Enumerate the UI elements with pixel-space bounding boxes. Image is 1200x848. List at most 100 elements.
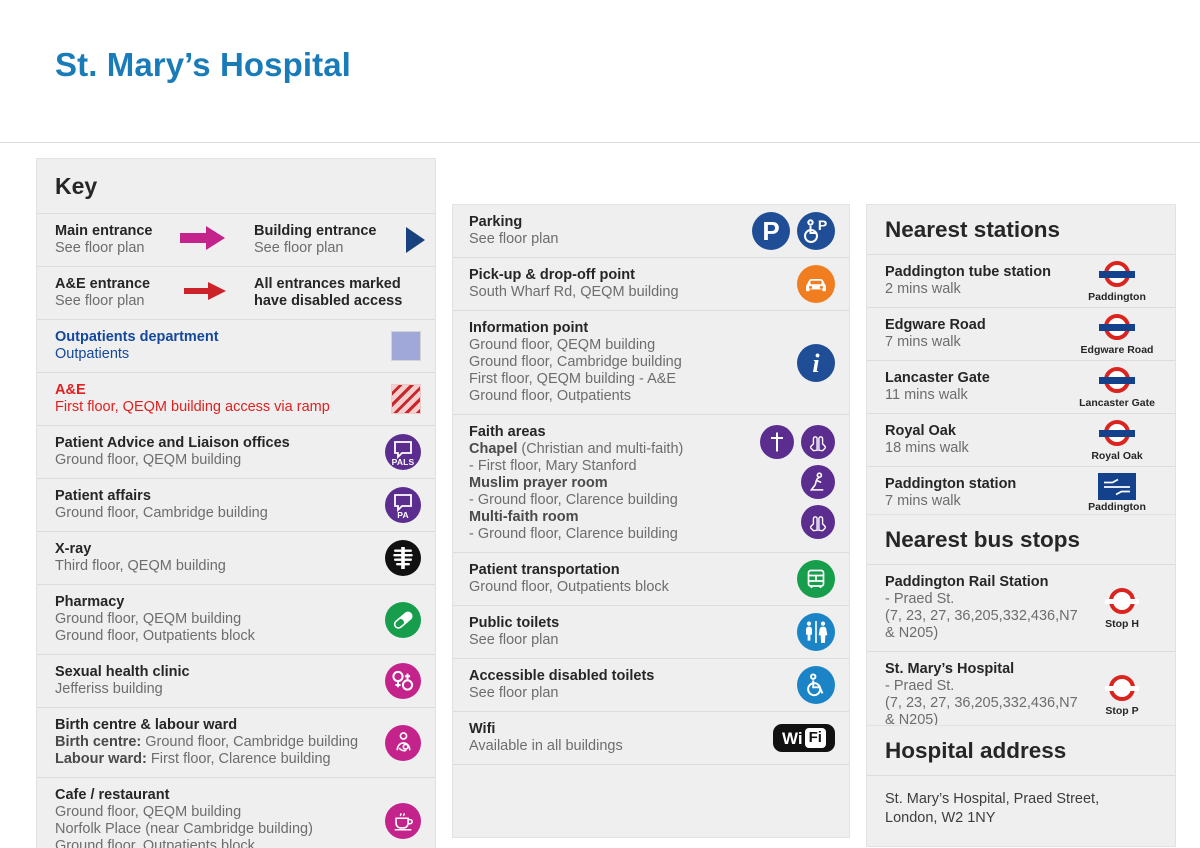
toilets-icon	[797, 613, 835, 651]
bus-stop-street: - Praed St.	[885, 591, 955, 607]
service-row-line: Multi-faith room	[469, 509, 579, 525]
station-walk-time: 2 mins walk	[885, 281, 961, 297]
station-stop-label: Edgware Road	[1080, 343, 1154, 356]
labour-ward-location: First floor, Clarence building	[146, 751, 331, 767]
page-header: St. Mary’s Hospital	[0, 0, 1200, 142]
key-row-title: Sexual health clinic	[55, 664, 190, 680]
key-row-line: Ground floor, QEQM building	[55, 804, 242, 820]
station-row: Paddington tube station 2 mins walk Padd…	[867, 255, 1175, 308]
bus-stop-row: Paddington Rail Station - Praed St. (7, …	[867, 565, 1175, 652]
nearest-bus-stops-panel: Nearest bus stops Paddington Rail Statio…	[866, 514, 1176, 739]
key-row-patient-affairs: Patient affairs Ground floor, Cambridge …	[37, 479, 435, 532]
bus-roundel-icon	[1104, 587, 1140, 617]
key-row-ae: A&E First floor, QEQM building access vi…	[37, 373, 435, 426]
service-row-line: Muslim prayer room	[469, 475, 608, 491]
service-row-title: Pick-up & drop-off point	[469, 267, 635, 283]
pa-icon-label: PA	[397, 510, 409, 520]
pill-icon	[385, 601, 421, 638]
hospital-address-title: Hospital address	[867, 726, 1175, 776]
station-name: Royal Oak	[885, 423, 956, 439]
service-row-patient-transportation: Patient transportation Ground floor, Out…	[453, 553, 849, 606]
tube-roundel-icon	[1099, 260, 1135, 290]
hospital-address-body: St. Mary’s Hospital, Praed Street, Londo…	[867, 776, 1175, 846]
address-line-2: London, W2 1NY	[885, 810, 996, 826]
service-row-line: See floor plan	[469, 685, 559, 701]
key-item-ae-entrance: A&E entrance See floor plan	[37, 267, 236, 319]
chapel-label: Chapel	[469, 441, 518, 457]
station-stop-label: Lancaster Gate	[1079, 396, 1155, 409]
bus-stop-row: St. Mary’s Hospital - Praed St. (7, 23, …	[867, 652, 1175, 738]
service-row-title: Accessible disabled toilets	[469, 668, 655, 684]
key-row-title: Cafe / restaurant	[55, 787, 170, 803]
key-row-line: Labour ward: First floor, Clarence build…	[55, 751, 331, 767]
bus-stop-label: Stop H	[1105, 617, 1139, 630]
svg-text:P: P	[818, 217, 827, 233]
key-note-disabled-access: All entrances marked have disabled acces…	[236, 267, 435, 319]
service-row-line: See floor plan	[469, 632, 559, 648]
wheelchair-icon	[797, 666, 835, 704]
cross-icon	[760, 425, 794, 459]
station-stop-label: Paddington	[1088, 501, 1146, 513]
entrance-row-main: Main entrance See floor plan Building en…	[37, 214, 435, 267]
key-row-title: Birth centre & labour ward	[55, 717, 238, 733]
header-divider	[0, 142, 1200, 143]
service-row-line: Ground floor, Outpatients block	[469, 579, 669, 595]
service-row-line: - First floor, Mary Stanford	[469, 458, 637, 474]
key-row-pals: Patient Advice and Liaison offices Groun…	[37, 426, 435, 479]
key-row-line: Third floor, QEQM building	[55, 558, 226, 574]
key-row-title: Outpatients department	[55, 329, 219, 345]
key-row-line: Norfolk Place (near Cambridge building)	[55, 821, 313, 837]
national-rail-icon	[1098, 473, 1136, 500]
station-walk-time: 7 mins walk	[885, 334, 961, 350]
key-panel-title: Key	[37, 159, 435, 214]
key-row-pharmacy: Pharmacy Ground floor, QEQM building Gro…	[37, 585, 435, 655]
key-row-xray: X-ray Third floor, QEQM building	[37, 532, 435, 585]
service-row-title: Patient transportation	[469, 562, 620, 578]
service-row-parking: Parking See floor plan P P	[453, 205, 849, 258]
pals-icon: PALS	[385, 434, 421, 470]
service-row-wifi: Wifi Available in all buildings Wi Fi	[453, 712, 849, 765]
key-item-sub: See floor plan	[55, 293, 145, 309]
station-row: Royal Oak 18 mins walk Royal Oak	[867, 414, 1175, 467]
service-row-line: - Ground floor, Clarence building	[469, 492, 678, 508]
service-row-title: Wifi	[469, 721, 496, 737]
service-row-line: Ground floor, Cambridge building	[469, 354, 682, 370]
accessible-parking-icon: P	[797, 212, 835, 250]
tube-roundel-icon	[1099, 366, 1135, 396]
key-item-building-entrance: Building entrance See floor plan	[236, 214, 435, 266]
service-row-line: South Wharf Rd, QEQM building	[469, 284, 679, 300]
key-item-title: Main entrance	[55, 223, 153, 239]
station-row: Edgware Road 7 mins walk Edgware Road	[867, 308, 1175, 361]
key-item-main-entrance: Main entrance See floor plan	[37, 214, 236, 266]
station-stop-label: Royal Oak	[1091, 449, 1143, 462]
bus-stop-label: Stop P	[1105, 704, 1139, 717]
bus-stop-street: - Praed St.	[885, 678, 955, 694]
service-row-line: - Ground floor, Clarence building	[469, 526, 678, 542]
chapel-detail: (Christian and multi-faith)	[517, 441, 684, 457]
service-row-public-toilets: Public toilets See floor plan	[453, 606, 849, 659]
xray-icon	[385, 540, 421, 576]
mother-baby-icon	[385, 724, 421, 761]
station-row: Lancaster Gate 11 mins walk Lancaster Ga…	[867, 361, 1175, 414]
praying-hands-icon	[801, 425, 835, 459]
key-row-line: Jefferiss building	[55, 681, 163, 697]
periwinkle-swatch-icon	[391, 331, 421, 361]
station-name: Paddington station	[885, 476, 1017, 492]
entrance-row-ae: A&E entrance See floor plan All entrance…	[37, 267, 435, 320]
service-row-accessible-toilets: Accessible disabled toilets See floor pl…	[453, 659, 849, 712]
car-icon	[797, 265, 835, 303]
key-item-sub: See floor plan	[55, 240, 145, 256]
key-row-line: Ground floor, QEQM building	[55, 611, 242, 627]
tube-roundel-icon	[1099, 313, 1135, 343]
bus-roundel-icon	[1104, 674, 1140, 704]
service-row-faith-areas: Faith areas Chapel (Christian and multi-…	[453, 415, 849, 553]
key-row-title: Pharmacy	[55, 594, 125, 610]
wifi-icon-fi: Fi	[804, 728, 826, 748]
key-row-line: Ground floor, QEQM building	[55, 452, 242, 468]
gender-symbols-icon	[385, 663, 421, 699]
nearest-stations-panel: Nearest stations Paddington tube station…	[866, 204, 1176, 520]
station-walk-time: 11 mins walk	[885, 387, 968, 403]
service-row-line: Ground floor, QEQM building	[469, 337, 656, 353]
key-row-line: Ground floor, Cambridge building	[55, 505, 268, 521]
